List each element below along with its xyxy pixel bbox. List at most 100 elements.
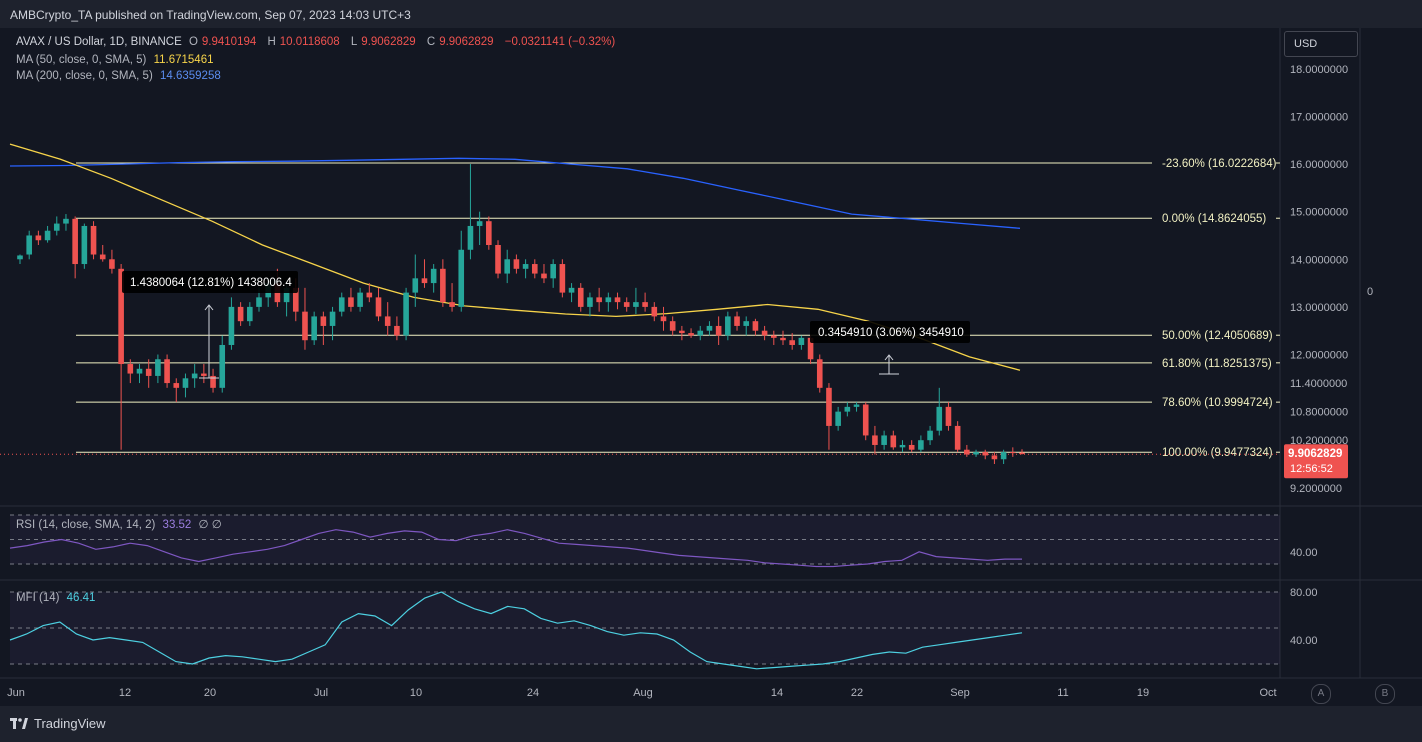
- rsi-line: [9, 529, 1022, 568]
- mfi-tick-label: 80.00: [1290, 587, 1318, 599]
- time-tick-label: 24: [527, 687, 539, 699]
- measure-aug-head: [884, 354, 894, 361]
- candle-body: [191, 373, 198, 379]
- fib-level-label: 0.00% (14.8624055): [1162, 213, 1266, 225]
- candle-body: [522, 264, 529, 269]
- rsi-value: 33.52: [162, 519, 192, 531]
- candle-body: [550, 264, 556, 279]
- symbol-legend: AVAX / US Dollar, 1D, BINANCE O 9.9410194…: [16, 36, 619, 48]
- price-tick-label: 14.0000000: [1290, 254, 1348, 266]
- candle-body: [789, 340, 795, 345]
- candle-body: [237, 306, 244, 322]
- ohlc-low: L 9.9062829: [350, 36, 416, 48]
- b-button[interactable]: B: [1375, 684, 1395, 704]
- measure-june-head: [204, 304, 214, 311]
- candle-body: [99, 254, 106, 260]
- tradingview-text: TradingView: [34, 716, 106, 731]
- candle-body: [44, 230, 51, 241]
- ma50-line: [9, 143, 1021, 371]
- candle-body: [513, 259, 520, 269]
- candle-body: [642, 302, 648, 307]
- candle-body: [991, 455, 998, 460]
- candle-body: [17, 255, 23, 260]
- price-change: −0.0321141 (−0.32%): [504, 36, 616, 48]
- candle-body: [145, 368, 152, 376]
- candle-body: [1010, 452, 1016, 454]
- candle-body: [173, 383, 180, 388]
- candle-body: [1019, 452, 1025, 455]
- candle-body: [853, 404, 860, 407]
- candle-body: [651, 306, 658, 317]
- candle-body: [623, 302, 630, 307]
- currency-button[interactable]: USD: [1284, 31, 1358, 57]
- candle-body: [256, 297, 262, 307]
- auto-scale-button[interactable]: A: [1311, 684, 1331, 704]
- price-tick-label: 15.0000000: [1290, 207, 1348, 219]
- candle-body: [449, 302, 455, 307]
- publish-header: [0, 0, 1422, 28]
- ma50-label: MA (50, close, 0, SMA, 5): [16, 54, 147, 66]
- candle-body: [1000, 452, 1007, 460]
- candle-body: [770, 335, 777, 338]
- candle-body: [881, 435, 887, 445]
- mfi-tick-label: 40.00: [1290, 635, 1318, 647]
- candle-body: [35, 235, 42, 241]
- fib-level-label: 100.00% (9.9477324): [1162, 447, 1273, 459]
- price-chart[interactable]: 18.0000000 17.0000000 16.0000000 15.0000000…: [0, 28, 1422, 706]
- ma50-legend[interactable]: MA (50, close, 0, SMA, 5) 11.6715461: [16, 54, 218, 66]
- candle-body: [109, 259, 115, 269]
- candle-body: [596, 297, 602, 303]
- candle-body: [357, 292, 363, 307]
- candle-body: [679, 330, 685, 334]
- candle-body: [338, 297, 345, 312]
- candle-body: [228, 306, 235, 345]
- time-tick-label: 12: [119, 687, 131, 699]
- candle-body: [311, 316, 317, 341]
- price-tick-label: 18.0000000: [1290, 64, 1348, 76]
- fib-level-label: 78.60% (10.9994724): [1162, 397, 1273, 409]
- mfi-legend[interactable]: MFI (14) 46.41: [16, 592, 99, 604]
- price-tick-label: 9.2000000: [1290, 483, 1342, 495]
- candle-body: [384, 316, 391, 326]
- candle-body: [908, 444, 915, 450]
- candle-body: [725, 316, 731, 336]
- candle-body: [26, 235, 32, 255]
- measure-june-label: 1.4380064 (12.81%) 1438006.4: [130, 277, 292, 289]
- candle-body: [633, 302, 639, 307]
- candle-body: [807, 337, 814, 360]
- candle-body: [734, 316, 740, 326]
- ma200-legend[interactable]: MA (200, close, 0, SMA, 5) 14.6359258: [16, 70, 225, 82]
- candle-body: [936, 406, 943, 431]
- candle-body: [835, 411, 841, 426]
- candle-body: [945, 406, 952, 426]
- price-tick-label: 10.8000000: [1290, 407, 1348, 419]
- candle-body: [458, 249, 465, 307]
- mfi-line: [9, 591, 1023, 670]
- chart-background: [0, 28, 1422, 706]
- candle-body: [302, 311, 308, 341]
- chart-area[interactable]: 18.0000000 17.0000000 16.0000000 15.0000000…: [0, 28, 1422, 706]
- time-tick-label: 10: [410, 687, 422, 699]
- candle-body: [247, 306, 253, 322]
- extra-scale-label: 0: [1367, 286, 1373, 298]
- candle-body: [605, 297, 612, 303]
- candle-body: [688, 333, 694, 336]
- mfi-value: 46.41: [66, 592, 96, 604]
- candle-body: [81, 225, 88, 265]
- current-price-badge: [1284, 444, 1348, 479]
- candle-body: [320, 316, 327, 326]
- candle-body: [743, 321, 750, 326]
- candle-body: [982, 452, 989, 456]
- candle-body: [862, 404, 869, 436]
- candle-body: [136, 368, 143, 374]
- time-tick-label: Oct: [1259, 687, 1276, 699]
- ma50-value: 11.6715461: [153, 54, 214, 66]
- current-price-label: 9.9062829: [1288, 448, 1342, 460]
- ma200-label: MA (200, close, 0, SMA, 5): [16, 70, 153, 82]
- candle-body: [973, 452, 979, 455]
- time-tick-label: Jun: [7, 687, 25, 699]
- candle-body: [182, 378, 189, 388]
- rsi-legend[interactable]: RSI (14, close, SMA, 14, 2) 33.52 ∅ ∅: [16, 517, 226, 531]
- candle-body: [467, 225, 474, 250]
- ma200-line: [9, 157, 1021, 229]
